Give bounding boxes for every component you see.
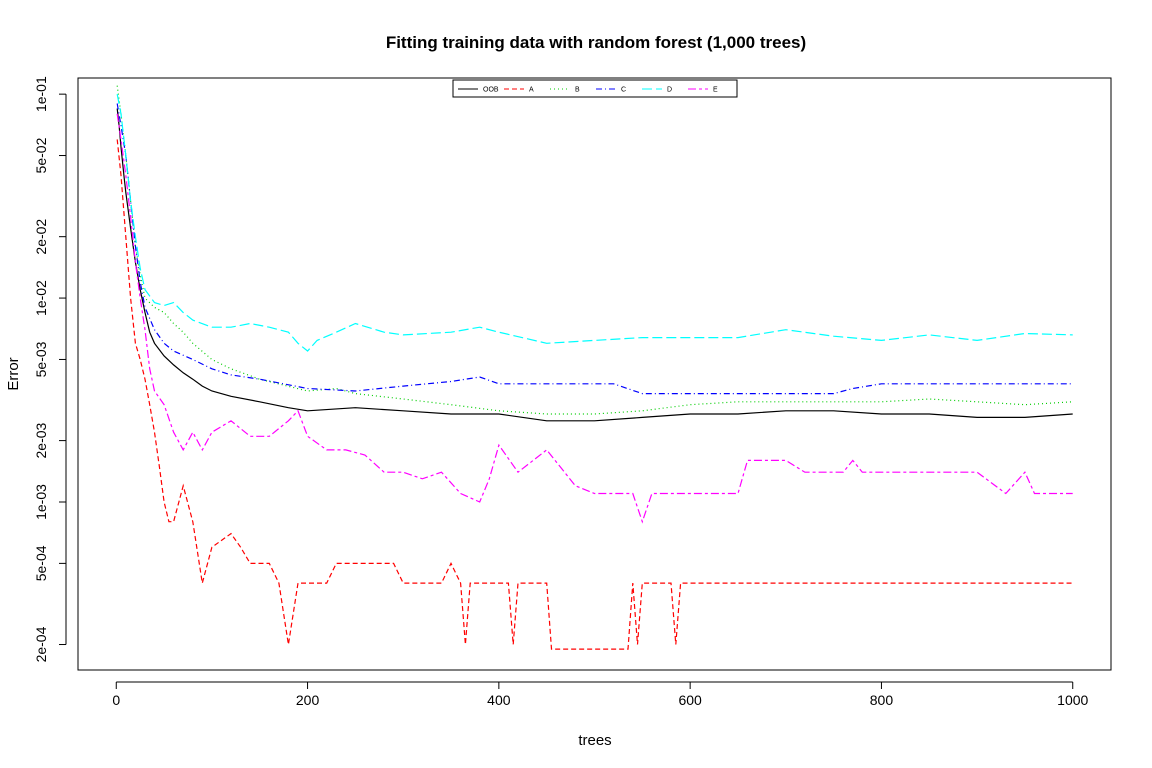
- legend-label-c: C: [621, 87, 626, 94]
- y-tick-label: 1e-02: [33, 280, 49, 316]
- series-line-c: [116, 103, 1073, 395]
- x-tick-label: 200: [296, 692, 320, 708]
- x-tick-label: 600: [678, 692, 702, 708]
- y-tick-label: 2e-02: [33, 219, 49, 255]
- x-tick-label: 400: [487, 692, 511, 708]
- series-line-a: [116, 139, 1073, 650]
- y-tick-label: 5e-02: [33, 137, 49, 173]
- legend-label-e: E: [713, 87, 718, 94]
- x-tick-label: 1000: [1057, 692, 1088, 708]
- x-axis: 0 200 400 600 800 1000: [112, 681, 1089, 708]
- chart-title: Fitting training data with random forest…: [386, 33, 806, 52]
- legend-label-b: B: [575, 87, 580, 94]
- y-tick-label: 1e-03: [33, 484, 49, 520]
- y-tick-label: 2e-03: [33, 422, 49, 458]
- legend: OOB A B C D E: [452, 79, 738, 98]
- series-line-b: [116, 85, 1073, 415]
- series-layer: [116, 85, 1073, 650]
- y-tick-label: 5e-03: [33, 341, 49, 377]
- series-line-d: [116, 93, 1073, 352]
- series-line-e: [116, 113, 1073, 524]
- y-tick-label: 5e-04: [33, 545, 49, 581]
- series-line-oob: [116, 108, 1073, 422]
- y-axis: 2e-04 5e-04 1e-03 2e-03 5e-03 1e-02 2e-02 5e-02…: [33, 76, 67, 662]
- x-axis-label: trees: [578, 732, 611, 749]
- legend-label-d: D: [667, 87, 672, 94]
- legend-label-oob: OOB: [483, 87, 499, 94]
- legend-label-a: A: [529, 87, 534, 94]
- x-tick-label: 800: [870, 692, 894, 708]
- y-tick-label: 2e-04: [33, 626, 49, 662]
- y-tick-label: 1e-01: [33, 76, 49, 112]
- x-tick-label: 0: [112, 692, 120, 708]
- plot-frame: [77, 77, 1112, 671]
- legend-box: [452, 79, 738, 98]
- y-axis-label: Error: [5, 357, 22, 390]
